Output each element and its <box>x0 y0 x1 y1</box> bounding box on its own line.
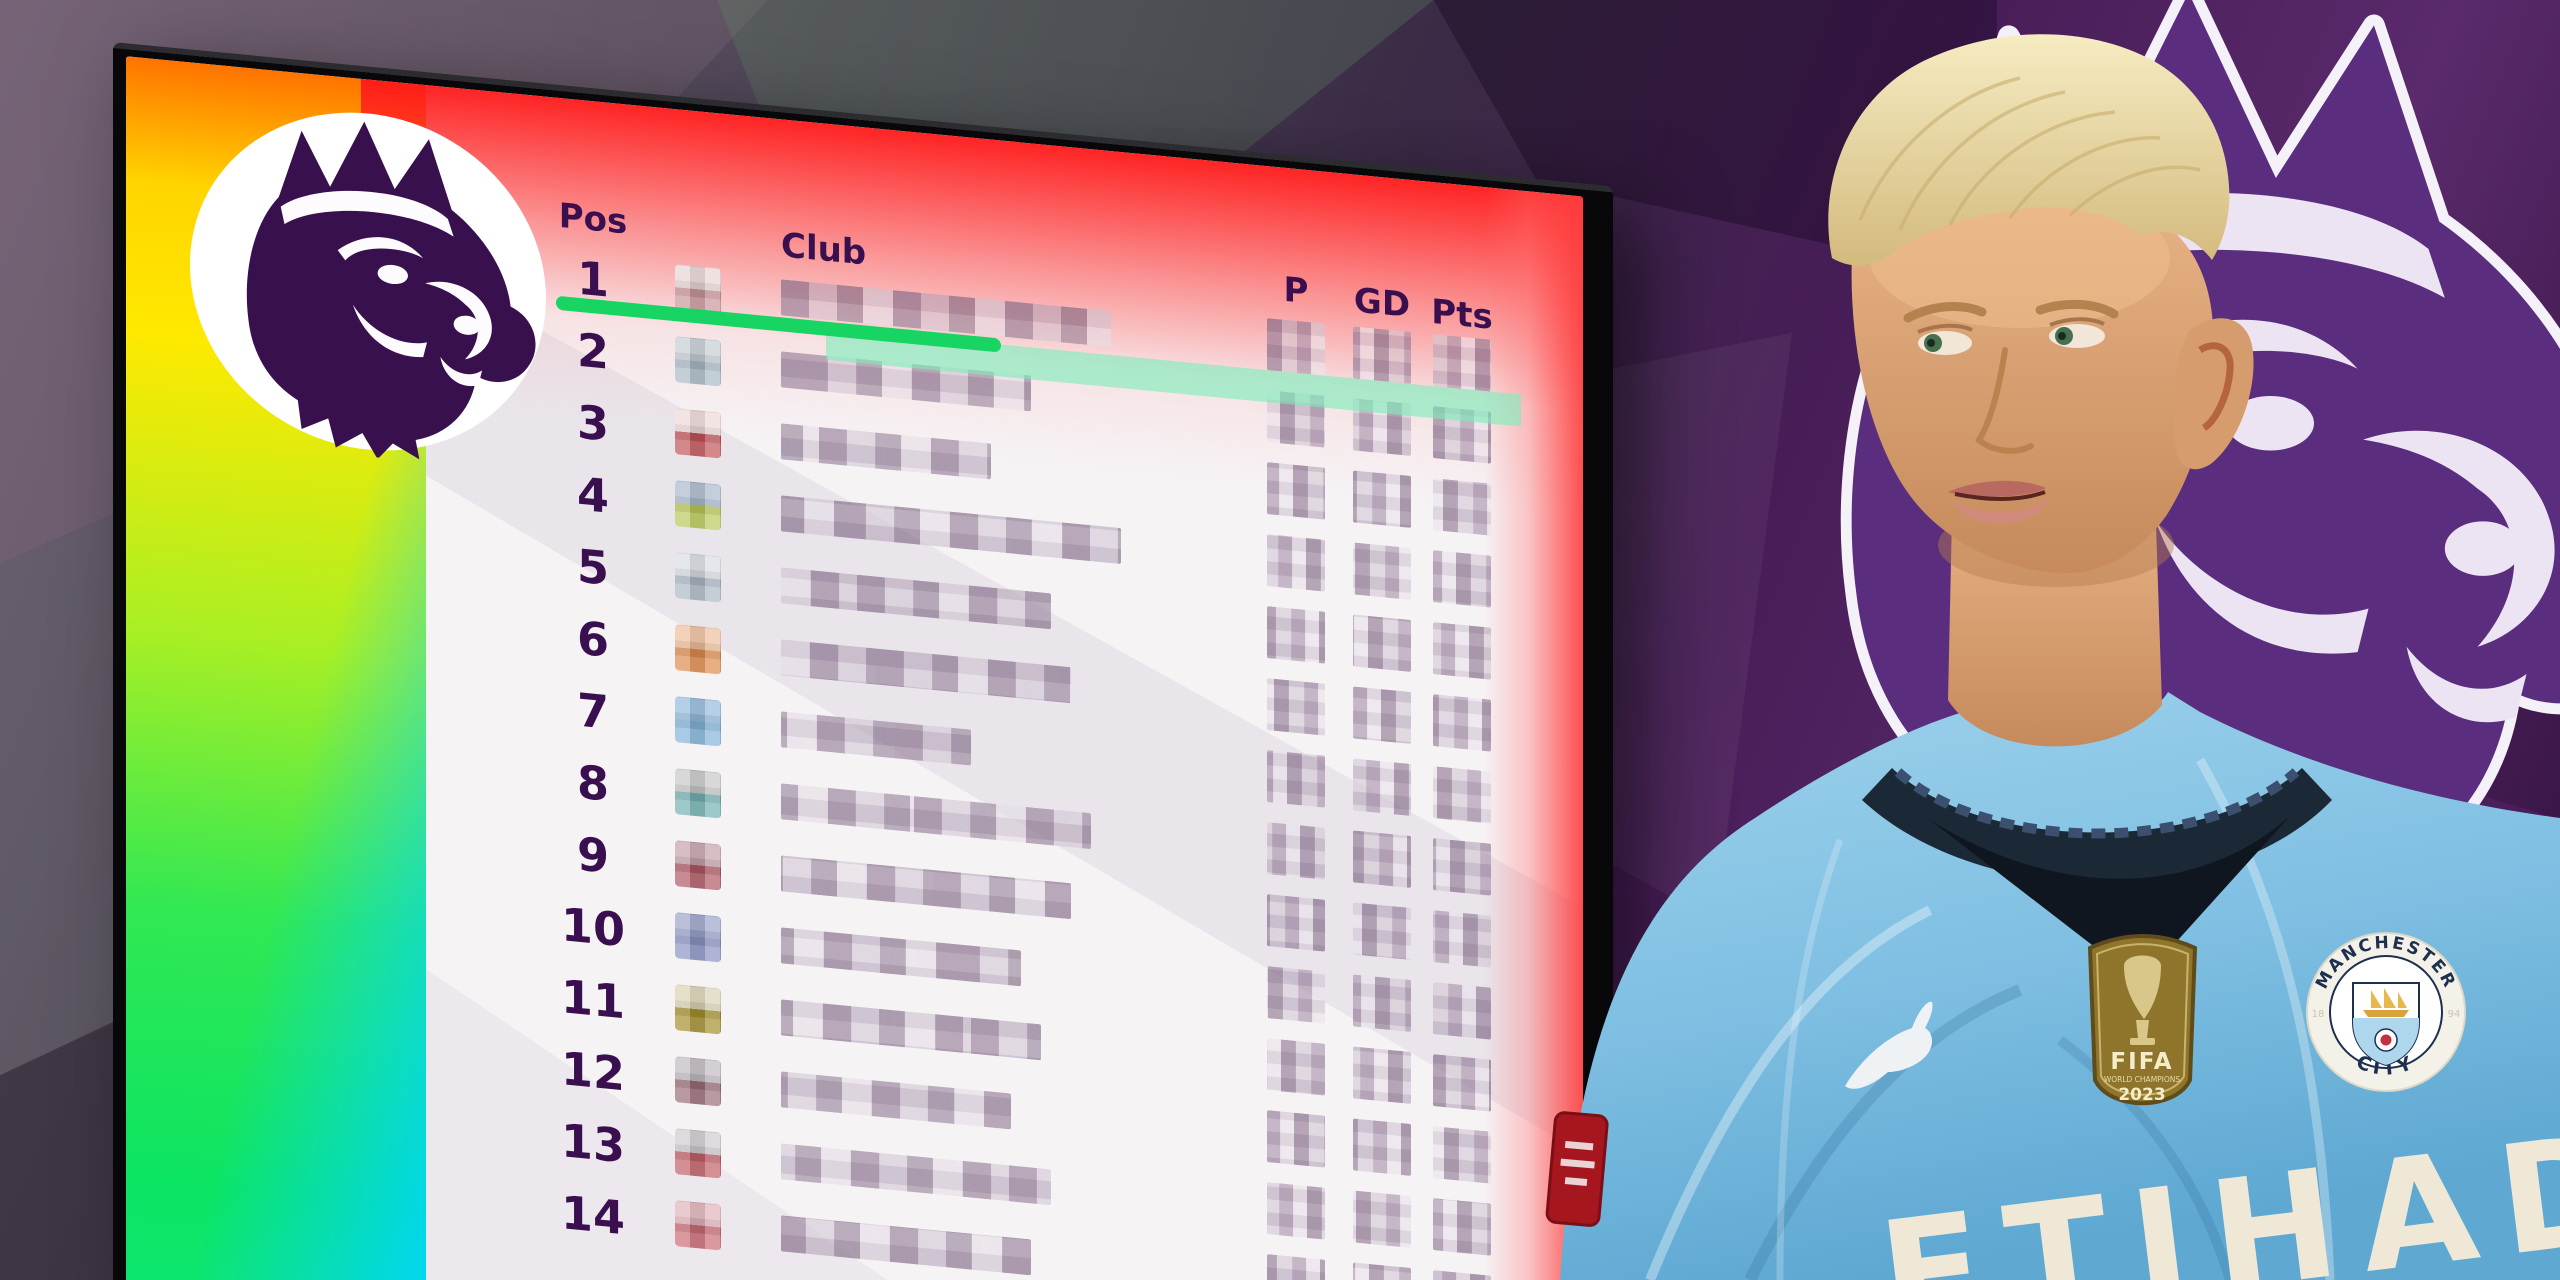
ear-inner <box>2198 342 2234 431</box>
ship-icon <box>2363 988 2409 1017</box>
puma-logo <box>1845 1001 1933 1089</box>
nose <box>1975 347 2034 454</box>
svg-text:FIFA: FIFA <box>2110 1049 2173 1075</box>
player-haaland: FIFA WORLD CHAMPIONS 2023 MANCHESTER CIT… <box>1545 34 2560 1280</box>
eyebrow-right <box>2035 299 2119 319</box>
crest-shield <box>2352 982 2420 1067</box>
sleeve-patch <box>1545 1111 1609 1227</box>
hair <box>1828 34 2230 266</box>
premier-league-logo <box>190 110 546 475</box>
svg-text:18: 18 <box>2312 1009 2325 1020</box>
league-table-screen: Pos Club P GD Pts 1 2 3 4 5 6 7 8 9 10 11 12 13 14 <box>126 56 1583 1280</box>
manchester-city-crest: MANCHESTER CITY 18 94 <box>2306 932 2466 1092</box>
eyes <box>1917 317 2105 355</box>
trophy-icon <box>2124 955 2161 1045</box>
rose-icon <box>2374 1028 2398 1052</box>
collar <box>1862 768 2332 982</box>
mouth <box>1948 480 2048 524</box>
fifa-champions-badge: FIFA WORLD CHAMPIONS 2023 <box>2087 934 2198 1106</box>
svg-text:WORLD CHAMPIONS: WORLD CHAMPIONS <box>2104 1075 2181 1084</box>
svg-text:94: 94 <box>2448 1009 2461 1020</box>
svg-text:2023: 2023 <box>2118 1085 2165 1105</box>
monitor: Pos Club P GD Pts 1 2 3 4 5 6 7 8 9 10 11 12 13 14 <box>113 42 1613 1280</box>
eyebrow-left <box>1903 302 1987 323</box>
ear <box>2173 318 2254 470</box>
